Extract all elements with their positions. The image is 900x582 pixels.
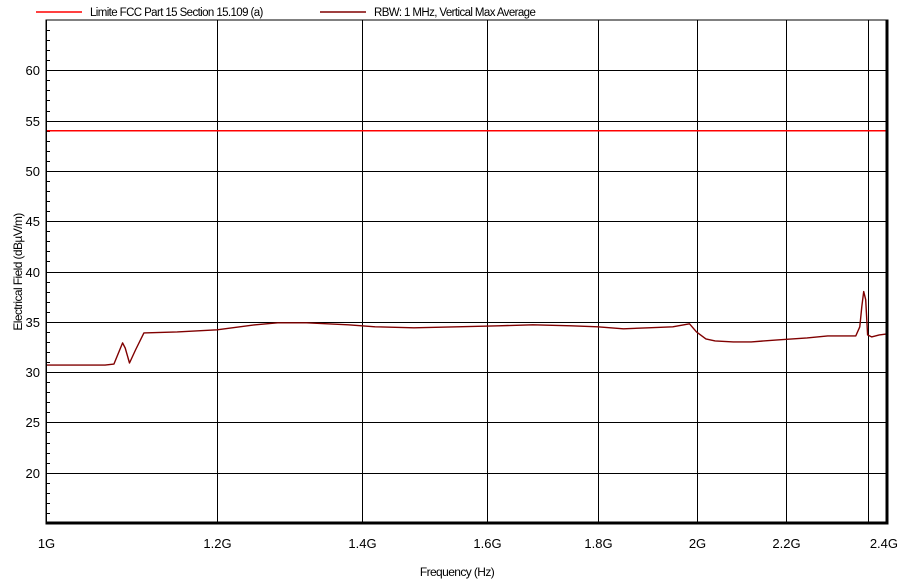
grid-lines	[46, 20, 887, 523]
x-tick-labels: 1G 1.2G 1.4G 1.6G 1.8G 2G 2.2G 2.4G	[38, 536, 898, 551]
y-tick-label: 55	[26, 114, 40, 129]
series-line-measurement	[46, 290, 888, 366]
x-tick-label: 2.4G	[870, 536, 898, 551]
y-tick-label: 25	[26, 415, 40, 430]
y-tick-label: 45	[26, 214, 40, 229]
series-layer	[46, 129, 888, 366]
y-tick-label: 35	[26, 315, 40, 330]
legend-label-measurement: RBW: 1 MHz, Vertical Max Average	[374, 7, 535, 19]
legend: Limite FCC Part 15 Section 15.109 (a) RB…	[36, 7, 536, 19]
x-tick-label: 1.6G	[473, 536, 501, 551]
x-tick-label: 1G	[38, 536, 55, 551]
y-tick-labels: 20 25 30 35 40 45 50 55 60	[26, 63, 40, 481]
x-axis-title: Frequency (Hz)	[420, 565, 495, 579]
x-tick-label: 1.2G	[203, 536, 231, 551]
x-tick-label: 1.4G	[348, 536, 376, 551]
x-tick-label: 2G	[689, 536, 706, 551]
y-tick-label: 30	[26, 365, 40, 380]
y-tick-label: 50	[26, 164, 40, 179]
y-tick-label: 60	[26, 63, 40, 78]
y-tick-label: 20	[26, 466, 40, 481]
y-tick-label: 40	[26, 265, 40, 280]
x-tick-label: 2.2G	[772, 536, 800, 551]
y-axis-title: Electrical Field (dBµV/m)	[11, 213, 25, 331]
legend-label-limit: Limite FCC Part 15 Section 15.109 (a)	[90, 7, 264, 19]
x-tick-label: 1.8G	[584, 536, 612, 551]
